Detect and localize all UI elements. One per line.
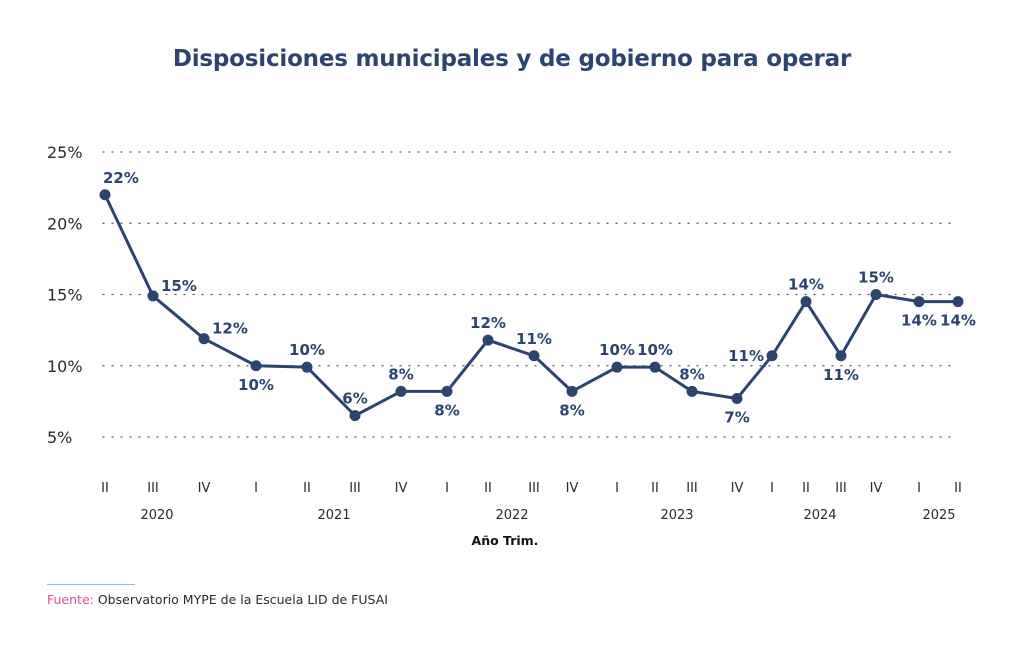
data-label: 14% bbox=[901, 312, 937, 330]
data-label: 8% bbox=[679, 365, 704, 383]
data-points bbox=[99, 189, 964, 422]
data-label: 8% bbox=[559, 401, 584, 419]
data-label: 22% bbox=[103, 169, 139, 187]
data-point bbox=[686, 385, 698, 397]
data-point bbox=[835, 350, 847, 362]
x-tick-label: I bbox=[770, 481, 774, 496]
x-axis-year-labels: 2020 2021 2022 2023 2024 2025 bbox=[140, 508, 955, 523]
data-point bbox=[250, 360, 262, 372]
x-tick-label: II bbox=[802, 481, 810, 496]
year-label: 2020 bbox=[140, 508, 173, 523]
x-tick-label: IV bbox=[395, 481, 408, 496]
data-point bbox=[913, 296, 925, 308]
x-tick-label: III bbox=[528, 481, 540, 496]
data-point bbox=[301, 361, 313, 373]
data-label: 10% bbox=[637, 341, 673, 359]
x-tick-label: I bbox=[445, 481, 449, 496]
year-label: 2025 bbox=[922, 508, 955, 523]
x-tick-label: III bbox=[835, 481, 847, 496]
data-label: 7% bbox=[724, 409, 749, 427]
data-label: 6% bbox=[342, 390, 367, 408]
data-point bbox=[349, 410, 361, 422]
data-point bbox=[566, 385, 578, 397]
data-point bbox=[441, 385, 453, 397]
source-text: Observatorio MYPE de la Escuela LID de F… bbox=[97, 592, 388, 607]
data-label: 11% bbox=[823, 366, 859, 384]
data-label: 10% bbox=[289, 341, 325, 359]
source-rule bbox=[47, 584, 135, 585]
gridlines bbox=[102, 151, 959, 438]
x-axis-title: Año Trim. bbox=[472, 533, 539, 548]
year-label: 2022 bbox=[495, 508, 528, 523]
data-label: 14% bbox=[940, 312, 976, 330]
data-label: 10% bbox=[599, 341, 635, 359]
data-label: 11% bbox=[516, 330, 552, 348]
data-label: 10% bbox=[238, 376, 274, 394]
data-point bbox=[870, 289, 882, 300]
x-tick-label: II bbox=[484, 481, 492, 496]
data-point bbox=[731, 393, 743, 405]
y-axis-ticks: 5% 10% 15% 20% 25% bbox=[47, 143, 83, 447]
y-tick-label: 20% bbox=[47, 214, 83, 233]
x-tick-label: I bbox=[615, 481, 619, 496]
x-tick-label: II bbox=[651, 481, 659, 496]
data-point bbox=[147, 290, 159, 302]
data-label: 15% bbox=[858, 269, 894, 287]
data-point bbox=[952, 296, 964, 308]
x-tick-label: IV bbox=[731, 481, 744, 496]
year-label: 2024 bbox=[803, 508, 836, 523]
data-label: 14% bbox=[788, 276, 824, 294]
data-label: 11% bbox=[728, 347, 764, 365]
x-tick-label: I bbox=[917, 481, 921, 496]
x-tick-label: II bbox=[954, 481, 962, 496]
data-point bbox=[800, 296, 812, 308]
data-label: 8% bbox=[388, 365, 413, 383]
x-tick-label: I bbox=[254, 481, 258, 496]
x-tick-label: III bbox=[349, 481, 361, 496]
year-label: 2021 bbox=[317, 508, 350, 523]
data-point bbox=[482, 334, 494, 346]
data-point bbox=[611, 361, 623, 373]
x-tick-label: III bbox=[686, 481, 698, 496]
x-tick-label: IV bbox=[870, 481, 883, 496]
data-point bbox=[99, 189, 111, 201]
chart-title: Disposiciones municipales y de gobierno … bbox=[172, 46, 852, 72]
year-label: 2023 bbox=[660, 508, 693, 523]
x-tick-label: III bbox=[147, 481, 159, 496]
data-label: 12% bbox=[212, 320, 248, 338]
source-note: Fuente: Observatorio MYPE de la Escuela … bbox=[47, 592, 388, 607]
data-point bbox=[198, 333, 210, 345]
data-label: 8% bbox=[434, 401, 459, 419]
x-tick-label: II bbox=[303, 481, 311, 496]
x-axis-quarter-ticks: II III IV I II III IV I II III IV I II III IV I II III IV I… bbox=[101, 481, 962, 496]
y-tick-label: 10% bbox=[47, 357, 83, 376]
data-point bbox=[395, 385, 407, 397]
source-label: Fuente: bbox=[47, 592, 94, 607]
data-labels: 22%15%12%10%10%6%8%8%12%11%8%10% 10%8%7%1… bbox=[103, 169, 976, 427]
data-label: 15% bbox=[161, 277, 197, 295]
y-tick-label: 15% bbox=[47, 286, 83, 305]
x-tick-label: II bbox=[101, 481, 109, 496]
x-tick-label: IV bbox=[198, 481, 211, 496]
y-tick-label: 25% bbox=[47, 143, 83, 162]
x-tick-label: IV bbox=[566, 481, 579, 496]
data-label: 12% bbox=[470, 314, 506, 332]
data-point bbox=[766, 350, 778, 362]
data-point bbox=[649, 361, 661, 373]
data-point bbox=[528, 350, 540, 362]
y-tick-label: 5% bbox=[47, 428, 72, 447]
